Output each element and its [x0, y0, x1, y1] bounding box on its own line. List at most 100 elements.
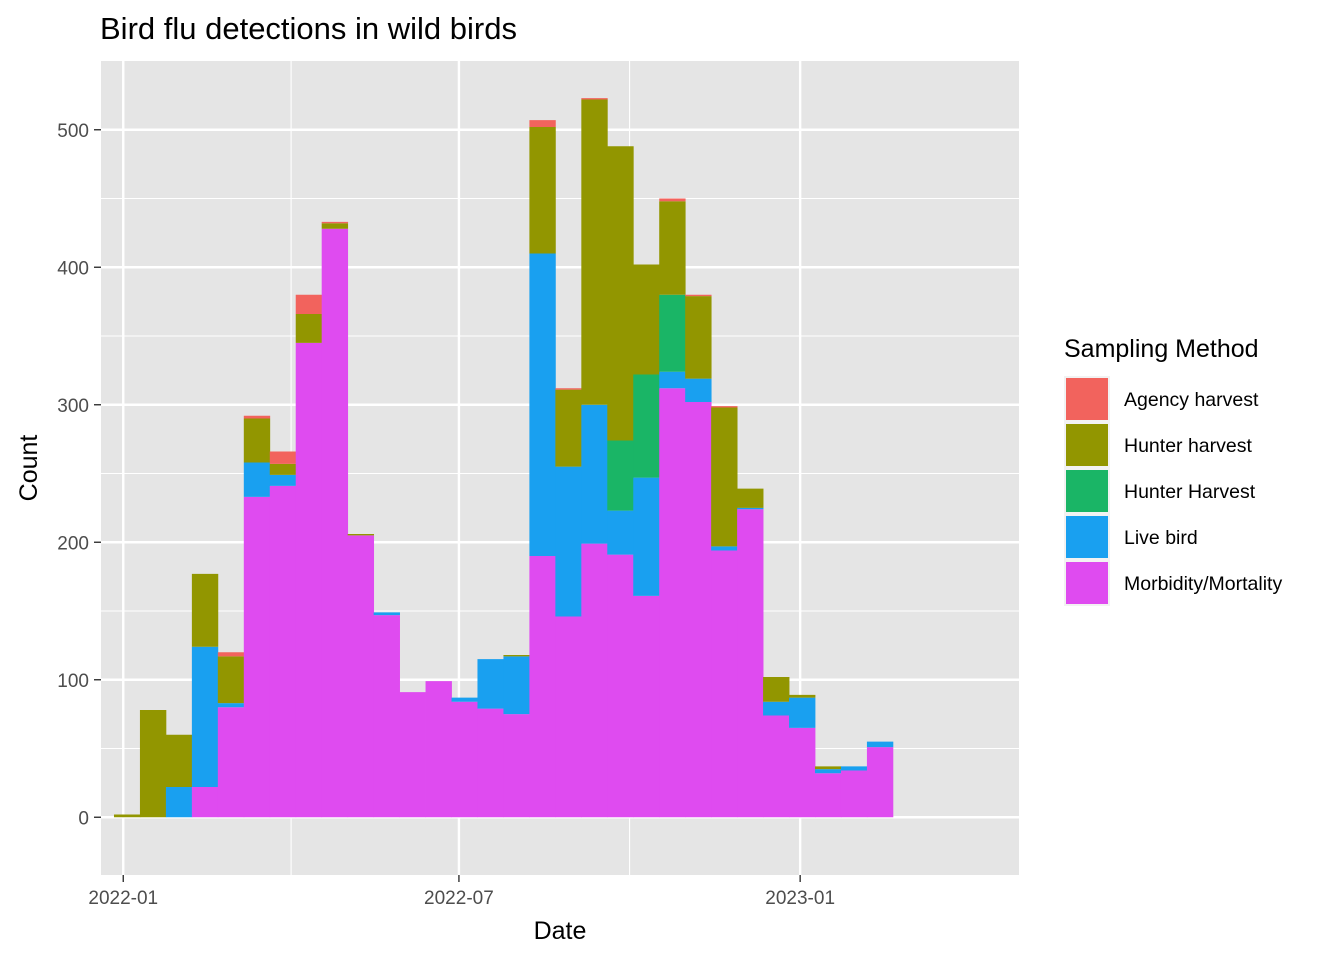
bar-segment [373, 615, 400, 818]
bar-segment [529, 127, 556, 254]
y-tick-label: 200 [57, 533, 89, 554]
bar-segment [555, 616, 582, 818]
bar-segment [685, 294, 712, 297]
x-tick-label: 2022-07 [424, 888, 494, 909]
legend-swatch [1066, 378, 1108, 420]
bar-segment [503, 655, 530, 657]
bar-segment [737, 507, 764, 510]
bar-segment [555, 466, 582, 617]
bar-segment [217, 652, 245, 657]
bar-segment [347, 535, 375, 818]
legend-swatch [1066, 562, 1108, 604]
bar-segment [113, 814, 141, 818]
bar-segment [789, 727, 816, 818]
x-tick-label: 2023-01 [765, 888, 835, 909]
legend-label: Live bird [1124, 527, 1198, 549]
bar-segment [711, 406, 738, 408]
bar-segment [269, 451, 297, 464]
bar-segment [555, 389, 582, 467]
bar-segment [659, 198, 686, 202]
x-tick-label: 2022-01 [88, 888, 158, 909]
bar-segment [581, 99, 608, 405]
bar-segment [243, 462, 271, 497]
bar-segment [217, 703, 245, 708]
bar-segment [866, 741, 894, 748]
bar-segment [165, 734, 193, 787]
bar-segment [607, 440, 634, 511]
bar-segment [243, 418, 271, 463]
bar-segment [477, 659, 504, 709]
bar-segment [529, 556, 556, 818]
bar-segment [763, 677, 790, 702]
bar-segment [659, 371, 686, 389]
legend: Sampling Method Agency harvest Hunter har… [1064, 335, 1282, 606]
bar-segment [659, 201, 686, 295]
bar-segment [763, 715, 790, 818]
bar-segment [789, 694, 816, 698]
bar-segment [529, 120, 556, 127]
legend-title: Sampling Method [1064, 335, 1259, 363]
legend-items: Agency harvest Hunter harvest Hunter Harve… [1064, 376, 1282, 606]
bar-segment [399, 692, 426, 818]
bar-segment [659, 388, 686, 818]
bar-segment [477, 708, 504, 818]
bar-segment [685, 296, 712, 379]
bar-segment [607, 510, 634, 555]
bar-segment [295, 314, 323, 343]
y-tick-label: 300 [57, 396, 89, 417]
bar-segment [840, 770, 868, 818]
bar-segment [840, 766, 868, 771]
chart-title: Bird flu detections in wild birds [100, 11, 517, 46]
bars-layer [113, 98, 894, 818]
bar-segment [607, 146, 634, 441]
y-tick-label: 500 [57, 121, 89, 142]
legend-label: Hunter harvest [1124, 435, 1252, 457]
bar-segment [815, 766, 842, 770]
bar-segment [321, 223, 349, 229]
bar-segment [633, 264, 660, 375]
bar-segment [269, 463, 297, 475]
y-axis: 0 100 200 300 400 500 [57, 121, 101, 829]
bar-segment [191, 787, 219, 818]
y-tick-label: 0 [78, 808, 89, 829]
legend-label: Morbidity/Mortality [1124, 573, 1282, 595]
bar-segment [451, 697, 478, 702]
bar-segment [685, 402, 712, 818]
bar-segment [165, 787, 193, 818]
bar-segment [659, 294, 686, 372]
bar-segment [191, 646, 219, 787]
bar-segment [633, 477, 660, 596]
bar-segment [503, 656, 530, 715]
bar-segment [139, 710, 167, 818]
bar-segment [815, 773, 842, 818]
bar-segment [737, 509, 764, 818]
legend-label: Hunter Harvest [1124, 481, 1256, 503]
bar-segment [295, 342, 323, 818]
bar-segment [347, 534, 375, 536]
legend-swatch [1066, 424, 1108, 466]
x-axis: 2022-01 2022-07 2023-01 [88, 875, 835, 909]
bar-segment [711, 550, 738, 818]
bar-segment [633, 374, 660, 478]
bar-segment [373, 612, 400, 616]
bar-segment [191, 573, 219, 647]
bar-segment [425, 681, 452, 818]
y-tick-label: 100 [57, 671, 89, 692]
bar-segment [217, 707, 245, 818]
bar-segment [866, 747, 894, 818]
bar-segment [555, 388, 582, 390]
bar-segment [737, 488, 764, 508]
bar-segment [321, 228, 349, 818]
bar-segment [321, 221, 349, 224]
legend-swatch [1066, 516, 1108, 558]
legend-swatch [1066, 470, 1108, 512]
bar-segment [503, 714, 530, 818]
bar-segment [711, 546, 738, 551]
y-axis-title: Count [15, 435, 43, 502]
bar-segment [581, 98, 608, 100]
bar-segment [451, 701, 478, 818]
y-tick-label: 400 [57, 258, 89, 279]
bar-segment [243, 415, 271, 419]
legend-label: Agency harvest [1124, 389, 1259, 411]
